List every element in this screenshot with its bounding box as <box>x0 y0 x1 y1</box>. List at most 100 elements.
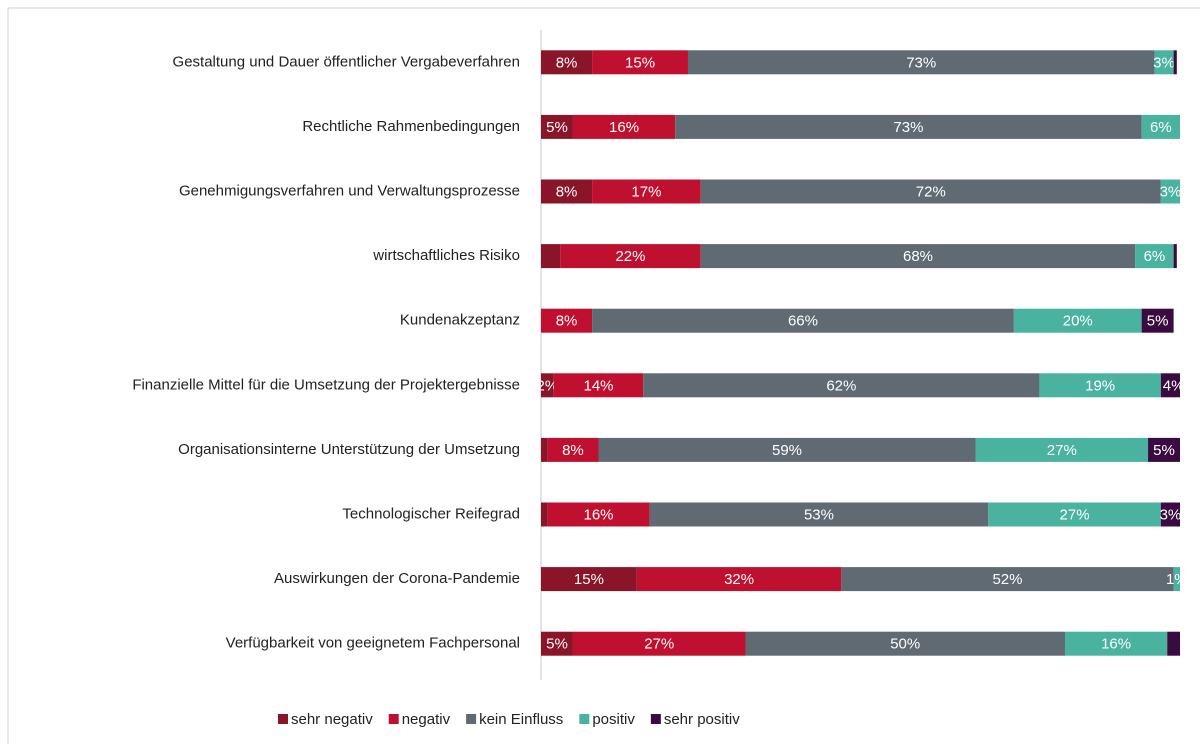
bar-segment <box>572 114 676 139</box>
bar-segment <box>541 179 593 204</box>
legend-label: kein Einfluss <box>479 711 563 728</box>
data-label: 1% <box>1166 571 1188 588</box>
bar-segment <box>643 373 1040 398</box>
data-label: 3% <box>1153 54 1175 71</box>
bar-segment <box>1167 631 1180 656</box>
y-tick-label: Rechtliche Rahmenbedingungen <box>302 118 520 135</box>
bar-segment <box>541 567 637 592</box>
bar-segment <box>572 631 746 656</box>
data-label: 15% <box>574 571 604 588</box>
y-tick-label: Technologischer Reifegrad <box>342 505 520 522</box>
legend-swatch <box>650 714 661 724</box>
y-tick-label: Organisationsinterne Unterstützung der U… <box>178 441 520 458</box>
bar-segment <box>541 50 593 75</box>
y-tick-label: Gestaltung und Dauer öffentlicher Vergab… <box>173 53 520 70</box>
bar-segment <box>1039 373 1161 398</box>
bar-segment <box>745 631 1065 656</box>
y-tick-label: Kundenakzeptanz <box>400 312 520 329</box>
data-label: 73% <box>893 119 923 136</box>
legend-swatch <box>278 714 288 724</box>
data-label: 53% <box>804 506 834 523</box>
bar-segment <box>1180 115 1183 139</box>
bar-segment <box>975 437 1149 462</box>
data-label: 62% <box>826 377 856 394</box>
data-label: 32% <box>724 571 754 588</box>
data-label: 3% <box>1160 183 1182 200</box>
data-label: 16% <box>1101 636 1131 653</box>
data-label: 72% <box>916 183 946 200</box>
bar-segment <box>1173 567 1180 592</box>
bar-segment <box>700 179 1161 204</box>
data-label: 73% <box>906 54 936 71</box>
data-label: 8% <box>562 442 584 459</box>
bar-segment <box>547 437 599 462</box>
data-label: 27% <box>1060 506 1090 523</box>
bar-segment <box>598 437 976 462</box>
data-label: 19% <box>1085 377 1115 394</box>
legend-label: positiv <box>592 711 635 728</box>
bar-segment <box>541 244 561 269</box>
bar-segment <box>553 373 644 398</box>
data-label: 50% <box>890 636 920 653</box>
data-label: 16% <box>583 506 613 523</box>
legend-label: negativ <box>402 711 451 728</box>
bar-segment <box>1013 308 1142 333</box>
data-label: 6% <box>1150 119 1172 136</box>
legend-label: sehr positiv <box>664 711 740 728</box>
data-label: 5% <box>546 119 568 136</box>
bar-segment <box>1180 180 1183 204</box>
data-label: 6% <box>1144 248 1166 265</box>
y-tick-label: Genehmigungsverfahren und Verwaltungspro… <box>179 182 520 199</box>
bar-segment <box>1160 179 1180 204</box>
bar-segment <box>541 631 573 656</box>
bar-segment <box>1160 502 1180 527</box>
plot: 8% 15% 73% 3% 5% 16% 73% 6% 8% 17% 72% 3% 22% 68% 6% 8%… <box>541 50 1188 656</box>
data-label: 22% <box>615 248 645 265</box>
data-label: 16% <box>609 119 639 136</box>
bar-segment <box>1154 50 1174 75</box>
legend: sehr negativ negativ kein Einfluss positiv s… <box>278 711 740 728</box>
bar-segment <box>1141 308 1174 333</box>
bar-segment <box>1064 631 1168 656</box>
bar-segment <box>560 244 701 269</box>
data-label: 52% <box>992 571 1022 588</box>
legend-swatch <box>466 714 477 724</box>
bar-segment <box>988 502 1161 527</box>
legend-swatch <box>388 714 399 724</box>
bar-segment <box>1173 50 1177 75</box>
bar-segment <box>649 502 989 527</box>
y-tick-label: Verfügbarkeit von geeignetem Fachpersona… <box>226 635 520 652</box>
bar-segment <box>541 114 573 139</box>
bar-segment <box>592 179 701 204</box>
data-label: 66% <box>788 313 818 330</box>
y-tick-label: Finanzielle Mittel für die Umsetzung der… <box>132 376 520 393</box>
bar-segment <box>1160 373 1180 398</box>
bar-segment <box>1148 437 1180 462</box>
bar-segment <box>687 50 1155 75</box>
bar-segment <box>592 50 688 75</box>
data-label: 4% <box>1163 377 1185 394</box>
bar-segment <box>541 308 593 333</box>
bar-segment <box>541 437 548 462</box>
bar-segment <box>675 114 1142 139</box>
data-label: 68% <box>903 248 933 265</box>
bar-segment <box>592 308 1014 333</box>
bar-segment <box>541 502 548 527</box>
legend-swatch <box>579 714 590 724</box>
bar-segment <box>636 567 842 592</box>
data-label: 8% <box>556 313 578 330</box>
bar-segment <box>700 244 1136 269</box>
data-label: 5% <box>1147 313 1169 330</box>
data-label: 20% <box>1063 313 1093 330</box>
frame <box>7 7 1200 744</box>
bar-segment <box>1141 114 1180 139</box>
bar-segment <box>1135 244 1174 269</box>
data-label: 27% <box>1047 442 1077 459</box>
y-tick-label: wirtschaftliches Risiko <box>372 247 520 264</box>
y-tick-label: Auswirkungen der Corona-Pandemie <box>274 570 520 587</box>
bar-segment <box>541 373 554 398</box>
bar-segment <box>547 502 650 527</box>
data-label: 5% <box>1153 442 1175 459</box>
bar-segment <box>1173 244 1177 269</box>
